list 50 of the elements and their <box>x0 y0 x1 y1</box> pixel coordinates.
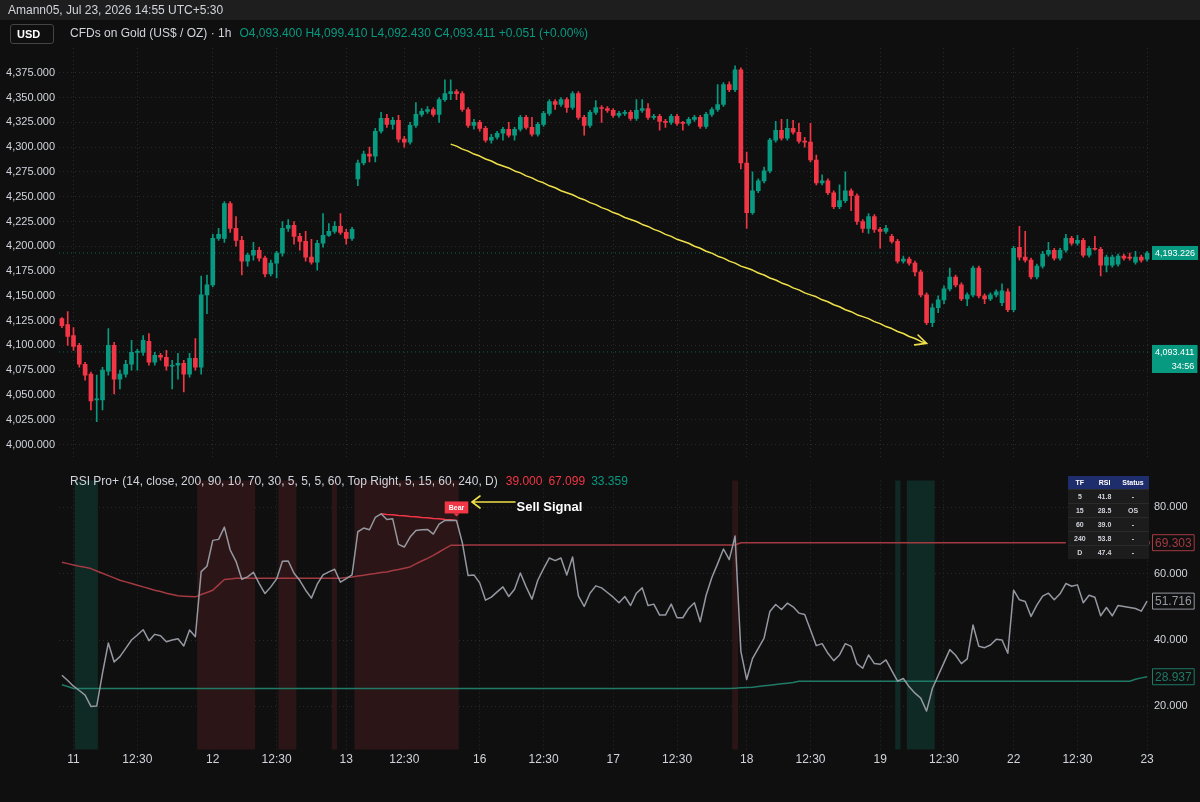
data-label: 28.937 <box>1155 670 1193 685</box>
y-tick-label: 4,150.000 <box>6 288 55 301</box>
chart-subtitle: 39.000 67.099 33.359 <box>505 474 628 488</box>
x-tick-label: 23 <box>1140 752 1155 767</box>
y-tick-label: 4,300.000 <box>6 140 55 153</box>
x-tick-label: 12:30 <box>389 752 420 767</box>
x-tick-label: 19 <box>873 752 888 767</box>
y-tick-label: 4,325.000 <box>6 115 55 128</box>
y-tick-label: 4,175.000 <box>6 264 55 277</box>
data-label: 51.716 <box>1155 594 1193 609</box>
chart-title: RSI Pro+ (14, close, 200, 90, 10, 70, 30, 5, 5, 5, 60, Top Right, 5, 15, 60, 240, D) <box>70 474 498 488</box>
y-tick-label: 20.000 <box>1154 699 1188 712</box>
x-tick-label: 17 <box>606 752 621 767</box>
x-tick-label: 12:30 <box>662 752 693 767</box>
y-tick-label: 4,225.000 <box>6 214 55 227</box>
ref-line-label: 4,093.411 <box>1155 347 1195 358</box>
data-label: 69.303 <box>1155 536 1193 551</box>
x-tick-label: 12:30 <box>122 752 153 767</box>
x-tick-label: 22 <box>1006 752 1021 767</box>
y-tick-label: 4,050.000 <box>6 388 55 400</box>
x-tick-label: 13 <box>339 752 354 767</box>
y-tick-label: 4,125.000 <box>6 313 55 326</box>
y-tick-label: 4,350.000 <box>6 90 55 103</box>
y-tick-label: 4,100.000 <box>6 338 55 351</box>
y-tick-label: 4,200.000 <box>6 239 55 252</box>
y-tick-label: 4,025.000 <box>6 412 55 425</box>
y-tick-label: 4,075.000 <box>6 363 55 376</box>
chart-title: CFDs on Gold (US$ / OZ) · 1h <box>70 26 232 40</box>
y-tick-label: 80.000 <box>1154 500 1188 513</box>
x-tick-label: 12:30 <box>1062 752 1093 767</box>
y-tick-label: 4,375.000 <box>6 65 55 78</box>
annotation: Sell Signal <box>516 499 583 515</box>
x-tick-label: 12:30 <box>261 752 292 767</box>
x-tick-label: 11 <box>67 752 81 767</box>
y-tick-label: 60.000 <box>1154 566 1188 579</box>
x-tick-label: 12:30 <box>795 752 826 767</box>
x-tick-label: 16 <box>473 752 487 767</box>
x-tick-label: 12 <box>206 752 220 767</box>
y-tick-label: 40.000 <box>1154 633 1188 646</box>
y-tick-label: 4,000.000 <box>6 437 55 450</box>
ref-line-label: 4,193.226 <box>1155 248 1196 259</box>
y-tick-label: 4,275.000 <box>6 164 55 177</box>
text: 34:56 <box>1171 361 1195 372</box>
x-tick-label: 18 <box>740 752 754 767</box>
text: USD <box>10 24 54 44</box>
text: Amann05, Jul 23, 2026 14:55 UTC+5:30 <box>0 0 1200 20</box>
chart-subtitle: O4,093.400 H4,099.410 L4,092.430 C4,093.411 +0.051 (+0.00%) <box>239 26 589 40</box>
x-tick-label: 12:30 <box>928 752 960 767</box>
x-tick-label: 12:30 <box>528 752 559 767</box>
y-tick-label: 4,250.000 <box>6 189 55 202</box>
